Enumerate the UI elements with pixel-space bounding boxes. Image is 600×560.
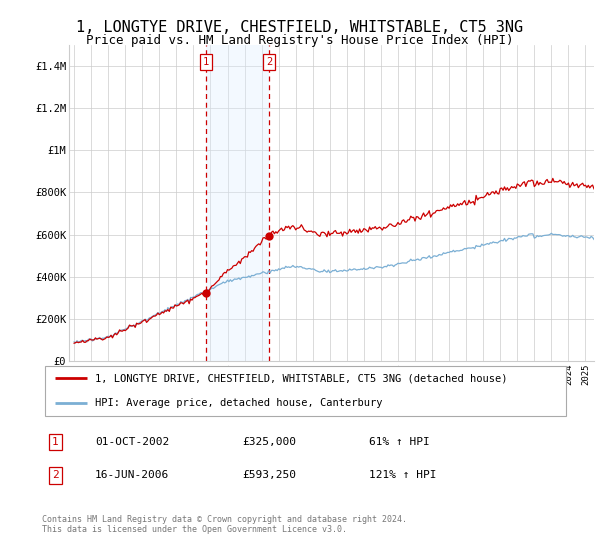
Text: Price paid vs. HM Land Registry's House Price Index (HPI): Price paid vs. HM Land Registry's House … (86, 34, 514, 46)
Text: £593,250: £593,250 (242, 470, 296, 480)
Text: 1: 1 (203, 57, 209, 67)
Bar (206, 45, 269, 361)
Text: 1: 1 (52, 437, 59, 447)
Text: 61% ↑ HPI: 61% ↑ HPI (370, 437, 430, 447)
Text: 1, LONGTYE DRIVE, CHESTFIELD, WHITSTABLE, CT5 3NG: 1, LONGTYE DRIVE, CHESTFIELD, WHITSTABLE… (76, 20, 524, 35)
Text: Contains HM Land Registry data © Crown copyright and database right 2024.
This d: Contains HM Land Registry data © Crown c… (42, 515, 407, 534)
Text: 1, LONGTYE DRIVE, CHESTFIELD, WHITSTABLE, CT5 3NG (detached house): 1, LONGTYE DRIVE, CHESTFIELD, WHITSTABLE… (95, 374, 508, 384)
Text: 2: 2 (52, 470, 59, 480)
Text: 01-OCT-2002: 01-OCT-2002 (95, 437, 169, 447)
Text: 2: 2 (266, 57, 272, 67)
Text: 16-JUN-2006: 16-JUN-2006 (95, 470, 169, 480)
Text: HPI: Average price, detached house, Canterbury: HPI: Average price, detached house, Cant… (95, 398, 382, 408)
FancyBboxPatch shape (44, 366, 566, 416)
Text: 121% ↑ HPI: 121% ↑ HPI (370, 470, 437, 480)
Text: £325,000: £325,000 (242, 437, 296, 447)
